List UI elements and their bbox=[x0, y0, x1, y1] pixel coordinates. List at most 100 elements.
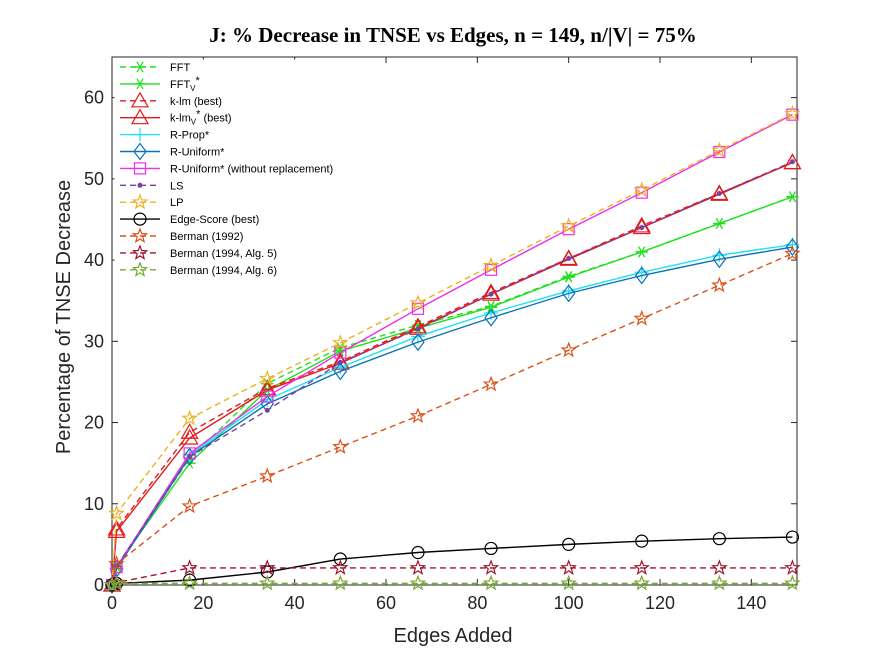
data-point bbox=[258, 559, 276, 575]
legend-label-sup: * bbox=[196, 109, 201, 121]
x-tick-label: 120 bbox=[645, 593, 675, 613]
legend-item: R-Prop* bbox=[120, 127, 210, 142]
data-point bbox=[559, 250, 578, 266]
legend-label-main: R-Uniform* bbox=[170, 147, 225, 159]
data-point bbox=[784, 244, 801, 261]
data-point bbox=[333, 362, 348, 381]
legend-label-main: FFT bbox=[170, 62, 190, 74]
data-point bbox=[785, 238, 800, 257]
data-point bbox=[409, 559, 427, 575]
data-point bbox=[561, 284, 576, 303]
data-point bbox=[103, 576, 121, 593]
legend-marker bbox=[130, 91, 150, 108]
legend-label-tail: (best) bbox=[200, 113, 231, 125]
series-line bbox=[111, 113, 793, 586]
data-point bbox=[712, 532, 726, 546]
data-point bbox=[409, 294, 427, 311]
legend-marker bbox=[131, 261, 149, 277]
data-point bbox=[108, 555, 125, 571]
data-point bbox=[333, 552, 347, 566]
series-line bbox=[111, 252, 793, 586]
legend-label: Edge-Score (best) bbox=[170, 214, 259, 226]
x-tick-label: 140 bbox=[736, 593, 766, 613]
series-line bbox=[111, 567, 793, 586]
legend-label-main: R-Prop* bbox=[170, 130, 210, 142]
legend-item: FFTV* bbox=[120, 75, 201, 93]
data-point bbox=[482, 559, 500, 575]
data-point bbox=[337, 359, 343, 365]
data-point bbox=[258, 369, 276, 386]
legend-label: k-lm (best) bbox=[170, 96, 222, 108]
data-point bbox=[332, 438, 349, 454]
data-point bbox=[187, 454, 193, 460]
data-point bbox=[560, 341, 577, 358]
x-axis-label: Edges Added bbox=[394, 625, 513, 647]
data-point bbox=[560, 217, 577, 234]
data-point bbox=[181, 497, 198, 514]
data-point bbox=[411, 333, 425, 352]
data-point bbox=[635, 534, 649, 548]
legend-label: Berman (1994, Alg. 6) bbox=[170, 265, 277, 277]
data-point bbox=[484, 263, 498, 276]
legend-marker bbox=[134, 61, 146, 73]
data-point bbox=[332, 559, 349, 575]
data-point bbox=[261, 390, 274, 403]
data-point bbox=[181, 574, 198, 591]
data-point bbox=[633, 181, 651, 198]
y-axis-label: Percentage of TNSE Decrease bbox=[53, 180, 75, 454]
y-tick-label: 30 bbox=[84, 331, 104, 351]
series-line bbox=[111, 582, 793, 586]
data-point bbox=[488, 291, 494, 297]
legend-item: Berman (1992) bbox=[120, 227, 243, 244]
legend-label-sub: V bbox=[190, 84, 196, 93]
legend-item: FFT bbox=[120, 61, 190, 74]
legend-label: Berman (1994, Alg. 5) bbox=[170, 248, 277, 260]
data-point bbox=[560, 574, 577, 591]
legend-label: R-Uniform* bbox=[170, 147, 225, 159]
data-point bbox=[484, 541, 498, 556]
data-point bbox=[409, 574, 427, 591]
legend-label-main: Edge-Score (best) bbox=[170, 214, 259, 226]
data-point bbox=[784, 105, 801, 121]
legend-item: k-lmV* (best) bbox=[120, 108, 232, 127]
legend-item: k-lm (best) bbox=[120, 91, 222, 108]
legend-marker bbox=[131, 227, 149, 244]
data-point bbox=[484, 308, 498, 327]
data-point bbox=[789, 159, 795, 165]
y-tick-label: 40 bbox=[84, 250, 104, 270]
data-point bbox=[332, 334, 349, 350]
data-point bbox=[110, 561, 123, 574]
legend-label-main: FFT bbox=[170, 79, 190, 91]
x-tick-label: 60 bbox=[376, 593, 396, 613]
legend-label: R-Prop* bbox=[170, 130, 210, 142]
y-tick-label: 20 bbox=[84, 413, 104, 433]
legend-box bbox=[114, 59, 364, 285]
data-point bbox=[786, 191, 799, 203]
data-point bbox=[786, 108, 799, 121]
series-10 bbox=[103, 244, 801, 593]
data-point bbox=[633, 574, 651, 591]
data-point bbox=[482, 257, 500, 273]
data-point bbox=[711, 276, 728, 293]
data-point bbox=[258, 467, 276, 484]
data-point bbox=[712, 250, 727, 269]
data-point bbox=[711, 574, 728, 591]
y-tick-label: 60 bbox=[84, 88, 104, 108]
data-point bbox=[108, 504, 125, 521]
data-point bbox=[634, 266, 649, 285]
legend-item: LS bbox=[120, 180, 183, 192]
data-point bbox=[633, 309, 651, 326]
legend-item: Berman (1994, Alg. 6) bbox=[120, 261, 277, 277]
x-tick-label: 100 bbox=[554, 593, 584, 613]
data-point bbox=[332, 574, 349, 591]
data-point bbox=[411, 545, 425, 560]
legend-marker bbox=[131, 193, 149, 210]
data-point bbox=[635, 246, 648, 258]
legend-label: LP bbox=[170, 197, 183, 209]
data-point bbox=[632, 216, 651, 233]
data-point bbox=[258, 574, 276, 591]
legend-label-main: R-Uniform* (without replacement) bbox=[170, 163, 333, 175]
series-line bbox=[111, 536, 793, 586]
legend-label-main: LP bbox=[170, 197, 183, 209]
